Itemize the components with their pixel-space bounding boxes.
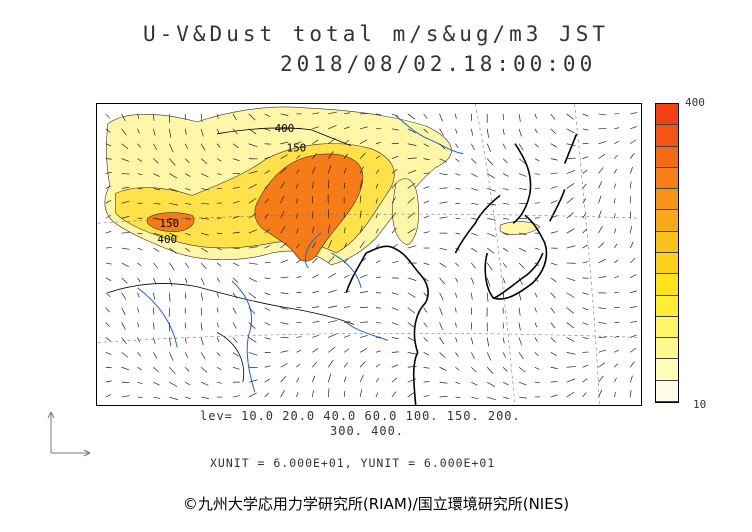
colorbar-segment xyxy=(656,189,678,210)
colorbar-segment xyxy=(656,317,678,338)
colorbar-segment xyxy=(656,381,678,402)
contour-label: 150 xyxy=(159,217,179,230)
copyright-text: ©九州大学応用力学研究所(RIAM)/国立環境研究所(NIES) xyxy=(0,493,752,514)
levels-line2: 300. 400. xyxy=(330,424,404,438)
colorbar-segment xyxy=(656,296,678,317)
colorbar-segment xyxy=(656,210,678,231)
dust-map: 400 150 150 400 xyxy=(96,103,642,406)
unit-vector-icon xyxy=(46,408,96,458)
colorbar-segment xyxy=(656,104,678,125)
colorbar-segment xyxy=(656,274,678,295)
chart-timestamp: 2018/08/02.18:00:00 xyxy=(280,52,596,76)
colorbar xyxy=(655,103,679,403)
levels-line1: lev= 10.0 20.0 40.0 60.0 100. 150. 200. xyxy=(200,409,521,423)
colorbar-max-label: 400 xyxy=(685,96,705,109)
colorbar-segment xyxy=(656,125,678,146)
colorbar-min-label: 10 xyxy=(693,398,706,411)
contour-label: 400 xyxy=(275,122,295,135)
colorbar-segment xyxy=(656,338,678,359)
unit-text: XUNIT = 6.000E+01, YUNIT = 6.000E+01 xyxy=(210,456,495,470)
colorbar-segment xyxy=(656,168,678,189)
colorbar-segment xyxy=(656,232,678,253)
chart-title: U-V&Dust total m/s&ug/m3 JST xyxy=(0,22,752,46)
colorbar-segment xyxy=(656,359,678,380)
colorbar-segment xyxy=(656,253,678,274)
colorbar-segment xyxy=(656,147,678,168)
contour-label: 150 xyxy=(287,142,307,155)
